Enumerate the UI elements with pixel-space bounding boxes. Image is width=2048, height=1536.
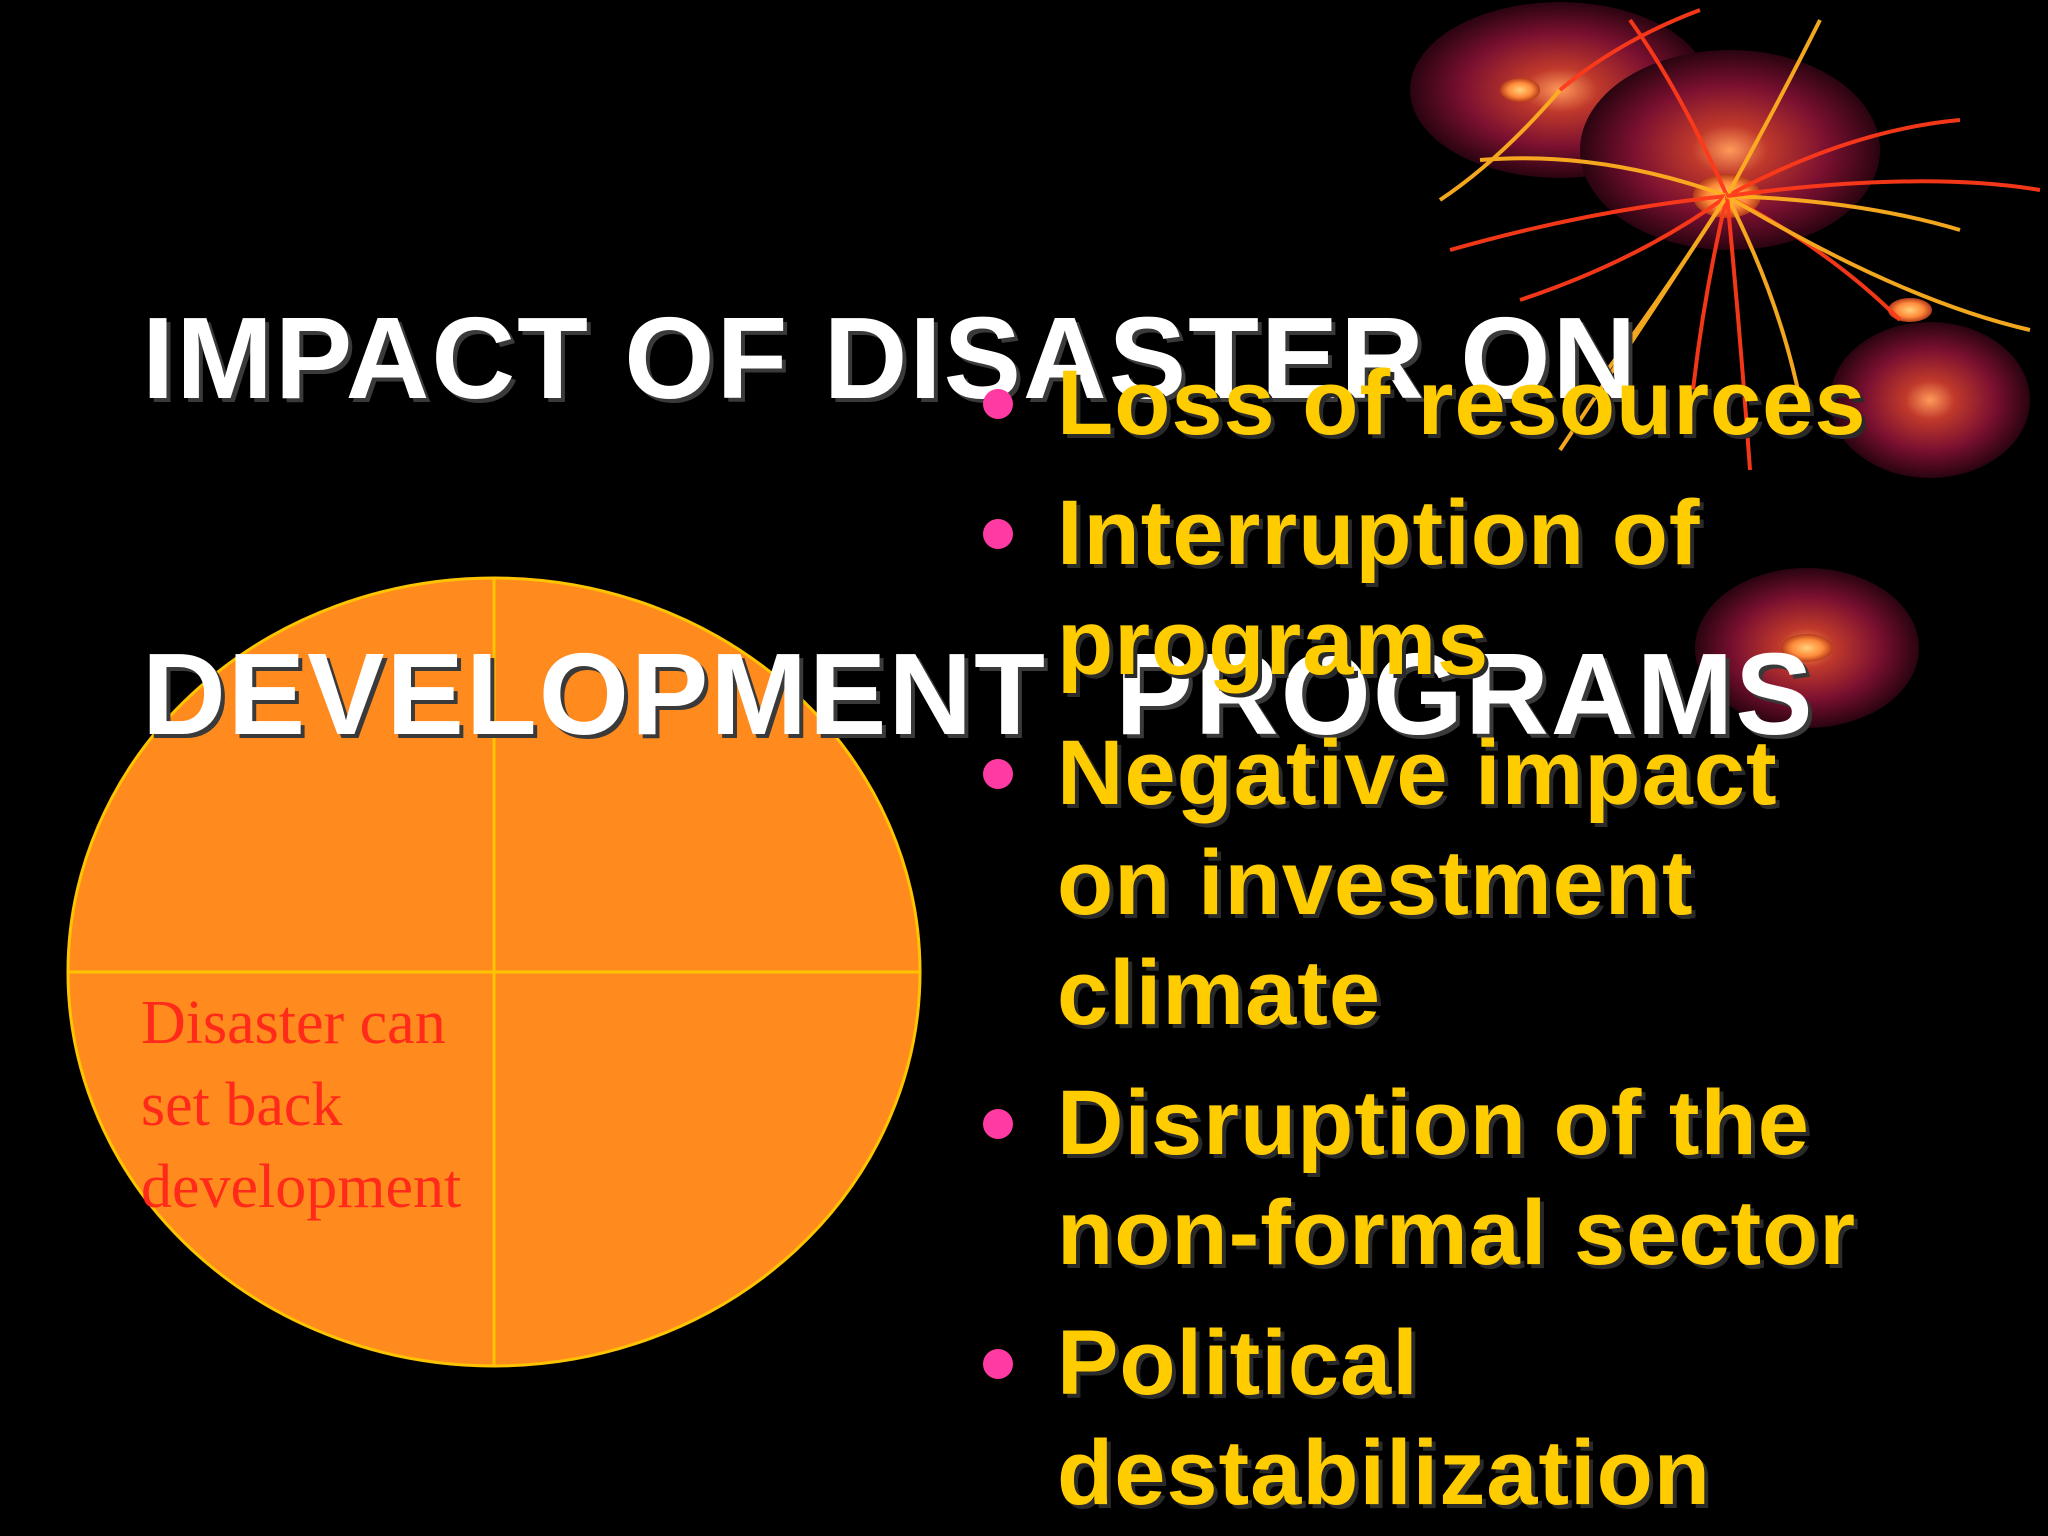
bullet-text: destabilization: [1057, 1422, 1711, 1524]
bullet-dot-icon: [983, 759, 1013, 789]
bullet-text: Political: [1057, 1312, 1419, 1414]
flower-orb-decoration-icon: [1410, 2, 2041, 728]
diagram-label-line-3: development: [141, 1153, 462, 1221]
diagram-label: Disaster can set back development: [141, 982, 461, 1228]
bullet-text: Disruption of the: [1057, 1072, 1810, 1174]
title-line-1: IMPACT OF DISASTER ON: [142, 293, 1639, 423]
bullet-dot-icon: [983, 1349, 1013, 1379]
bullet-dot-icon: [983, 389, 1013, 419]
bullet-text: Negative impact: [1057, 722, 1778, 824]
bullet-text: non-formal sector: [1057, 1182, 1857, 1284]
bullet-item: Political destabilization: [975, 1308, 2005, 1528]
bullet-text: on investment: [1057, 832, 1694, 934]
bullet-item: Loss of resources: [975, 348, 2005, 458]
slide-title: IMPACT OF DISASTER ON DEVELOPMENT PROGRA…: [142, 78, 1815, 974]
bullet-dot-icon: [983, 519, 1013, 549]
bullet-text: Loss of resources: [1057, 352, 1867, 454]
bullet-item: Negative impact on investment climate: [975, 718, 2005, 1048]
title-line-2: DEVELOPMENT PROGRAMS: [142, 629, 1815, 759]
bullet-text: climate: [1057, 942, 1382, 1044]
pie-circle-diagram: [66, 576, 922, 1368]
bullet-item: Disruption of the non-formal sector: [975, 1068, 2005, 1288]
bullet-text: Interruption of: [1057, 482, 1701, 584]
bullet-text: programs: [1057, 592, 1490, 694]
bullet-item: Interruption of programs: [975, 478, 2005, 698]
bullet-list: Loss of resources Interruption of progra…: [975, 348, 2005, 1536]
diagram-label-line-1: Disaster can: [141, 989, 446, 1057]
diagram-label-line-2: set back: [141, 1071, 343, 1139]
bullet-dot-icon: [983, 1109, 1013, 1139]
